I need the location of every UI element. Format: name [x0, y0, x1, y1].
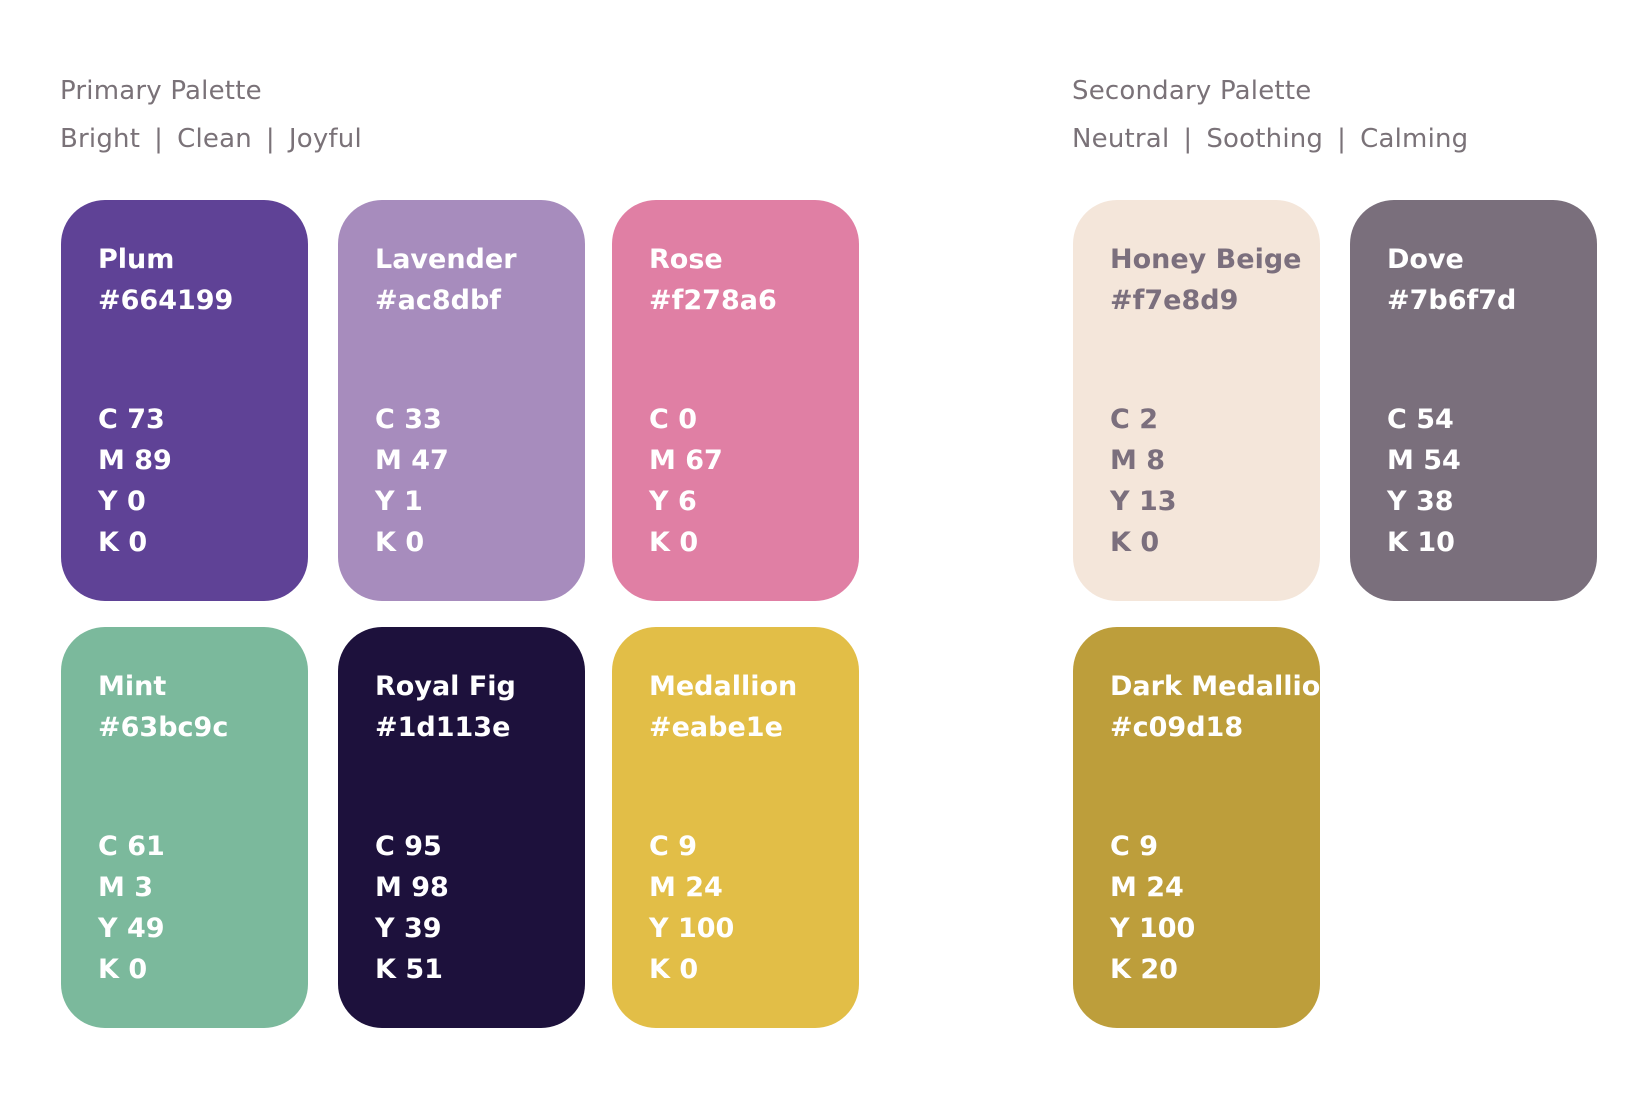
cmyk-c: C 61 — [98, 831, 165, 862]
cmyk-m: M 54 — [1387, 445, 1461, 476]
cmyk-k: K 0 — [98, 954, 148, 985]
cmyk-c: C 73 — [98, 404, 165, 435]
swatch-mint: Mint #63bc9c C 61 M 3 Y 49 K 0 — [61, 627, 308, 1028]
cmyk-m: M 3 — [98, 872, 154, 903]
secondary-tag-neutral: Neutral — [1072, 124, 1170, 154]
cmyk-k: K 10 — [1387, 527, 1455, 558]
cmyk-y: Y 6 — [649, 486, 697, 517]
tag-separator: | — [154, 124, 164, 154]
swatch-name: Dark Medallion — [1110, 671, 1340, 702]
swatch-hex: #eabe1e — [649, 712, 783, 743]
swatch-cmyk: C 0 M 67 Y 6 K 0 — [649, 399, 723, 563]
swatch-hex: #f7e8d9 — [1110, 285, 1239, 316]
primary-tag-joyful: Joyful — [288, 124, 362, 154]
swatch-cmyk: C 95 M 98 Y 39 K 51 — [375, 826, 449, 990]
cmyk-m: M 24 — [1110, 872, 1184, 903]
cmyk-k: K 0 — [649, 954, 699, 985]
cmyk-y: Y 39 — [375, 913, 442, 944]
swatch-royal-fig: Royal Fig #1d113e C 95 M 98 Y 39 K 51 — [338, 627, 585, 1028]
swatch-name: Royal Fig — [375, 671, 516, 702]
cmyk-y: Y 0 — [98, 486, 146, 517]
cmyk-y: Y 38 — [1387, 486, 1454, 517]
primary-tag-bright: Bright — [60, 124, 141, 154]
cmyk-c: C 2 — [1110, 404, 1159, 435]
swatch-name: Medallion — [649, 671, 798, 702]
cmyk-c: C 9 — [649, 831, 698, 862]
swatch-medallion: Medallion #eabe1e C 9 M 24 Y 100 K 0 — [612, 627, 859, 1028]
cmyk-c: C 0 — [649, 404, 698, 435]
cmyk-k: K 0 — [1110, 527, 1160, 558]
swatch-hex: #c09d18 — [1110, 712, 1244, 743]
cmyk-y: Y 1 — [375, 486, 423, 517]
secondary-tag-calming: Calming — [1360, 124, 1469, 154]
swatch-plum: Plum #664199 C 73 M 89 Y 0 K 0 — [61, 200, 308, 601]
swatch-cmyk: C 54 M 54 Y 38 K 10 — [1387, 399, 1461, 563]
swatch-hex: #1d113e — [375, 712, 511, 743]
cmyk-c: C 95 — [375, 831, 442, 862]
swatch-cmyk: C 2 M 8 Y 13 K 0 — [1110, 399, 1177, 563]
swatch-rose: Rose #f278a6 C 0 M 67 Y 6 K 0 — [612, 200, 859, 601]
swatch-lavender: Lavender #ac8dbf C 33 M 47 Y 1 K 0 — [338, 200, 585, 601]
swatch-name: Rose — [649, 244, 723, 275]
swatch-name: Mint — [98, 671, 167, 702]
cmyk-m: M 67 — [649, 445, 723, 476]
swatch-hex: #f278a6 — [649, 285, 777, 316]
swatch-honey-beige: Honey Beige #f7e8d9 C 2 M 8 Y 13 K 0 — [1073, 200, 1320, 601]
cmyk-k: K 51 — [375, 954, 443, 985]
swatch-cmyk: C 9 M 24 Y 100 K 20 — [1110, 826, 1195, 990]
swatch-name: Dove — [1387, 244, 1464, 275]
swatch-hex: #664199 — [98, 285, 234, 316]
swatch-name: Plum — [98, 244, 175, 275]
tag-separator: | — [1337, 124, 1347, 154]
cmyk-c: C 54 — [1387, 404, 1454, 435]
cmyk-m: M 47 — [375, 445, 449, 476]
swatch-hex: #7b6f7d — [1387, 285, 1517, 316]
tag-separator: | — [265, 124, 275, 154]
swatch-cmyk: C 61 M 3 Y 49 K 0 — [98, 826, 165, 990]
swatch-cmyk: C 33 M 47 Y 1 K 0 — [375, 399, 449, 563]
primary-tag-clean: Clean — [177, 124, 252, 154]
cmyk-m: M 98 — [375, 872, 449, 903]
swatch-cmyk: C 73 M 89 Y 0 K 0 — [98, 399, 172, 563]
swatch-hex: #63bc9c — [98, 712, 229, 743]
cmyk-y: Y 100 — [1110, 913, 1196, 944]
cmyk-k: K 0 — [98, 527, 148, 558]
primary-palette-title: Primary Palette — [60, 76, 262, 106]
swatch-hex: #ac8dbf — [375, 285, 502, 316]
swatch-dove: Dove #7b6f7d C 54 M 54 Y 38 K 10 — [1350, 200, 1597, 601]
cmyk-y: Y 49 — [98, 913, 165, 944]
cmyk-y: Y 100 — [649, 913, 735, 944]
swatch-cmyk: C 9 M 24 Y 100 K 0 — [649, 826, 734, 990]
cmyk-c: C 33 — [375, 404, 442, 435]
secondary-palette-tags: Neutral | Soothing | Calming — [1072, 126, 1468, 152]
secondary-tag-soothing: Soothing — [1206, 124, 1324, 154]
cmyk-m: M 24 — [649, 872, 723, 903]
secondary-palette-title: Secondary Palette — [1072, 76, 1312, 106]
primary-palette-tags: Bright | Clean | Joyful — [60, 126, 362, 152]
cmyk-k: K 20 — [1110, 954, 1178, 985]
cmyk-m: M 8 — [1110, 445, 1166, 476]
cmyk-k: K 0 — [375, 527, 425, 558]
cmyk-y: Y 13 — [1110, 486, 1177, 517]
swatch-name: Lavender — [375, 244, 517, 275]
swatch-name: Honey Beige — [1110, 244, 1302, 275]
tag-separator: | — [1183, 124, 1193, 154]
swatch-dark-medallion: Dark Medallion #c09d18 C 9 M 24 Y 100 K … — [1073, 627, 1340, 1028]
cmyk-m: M 89 — [98, 445, 172, 476]
cmyk-c: C 9 — [1110, 831, 1159, 862]
cmyk-k: K 0 — [649, 527, 699, 558]
